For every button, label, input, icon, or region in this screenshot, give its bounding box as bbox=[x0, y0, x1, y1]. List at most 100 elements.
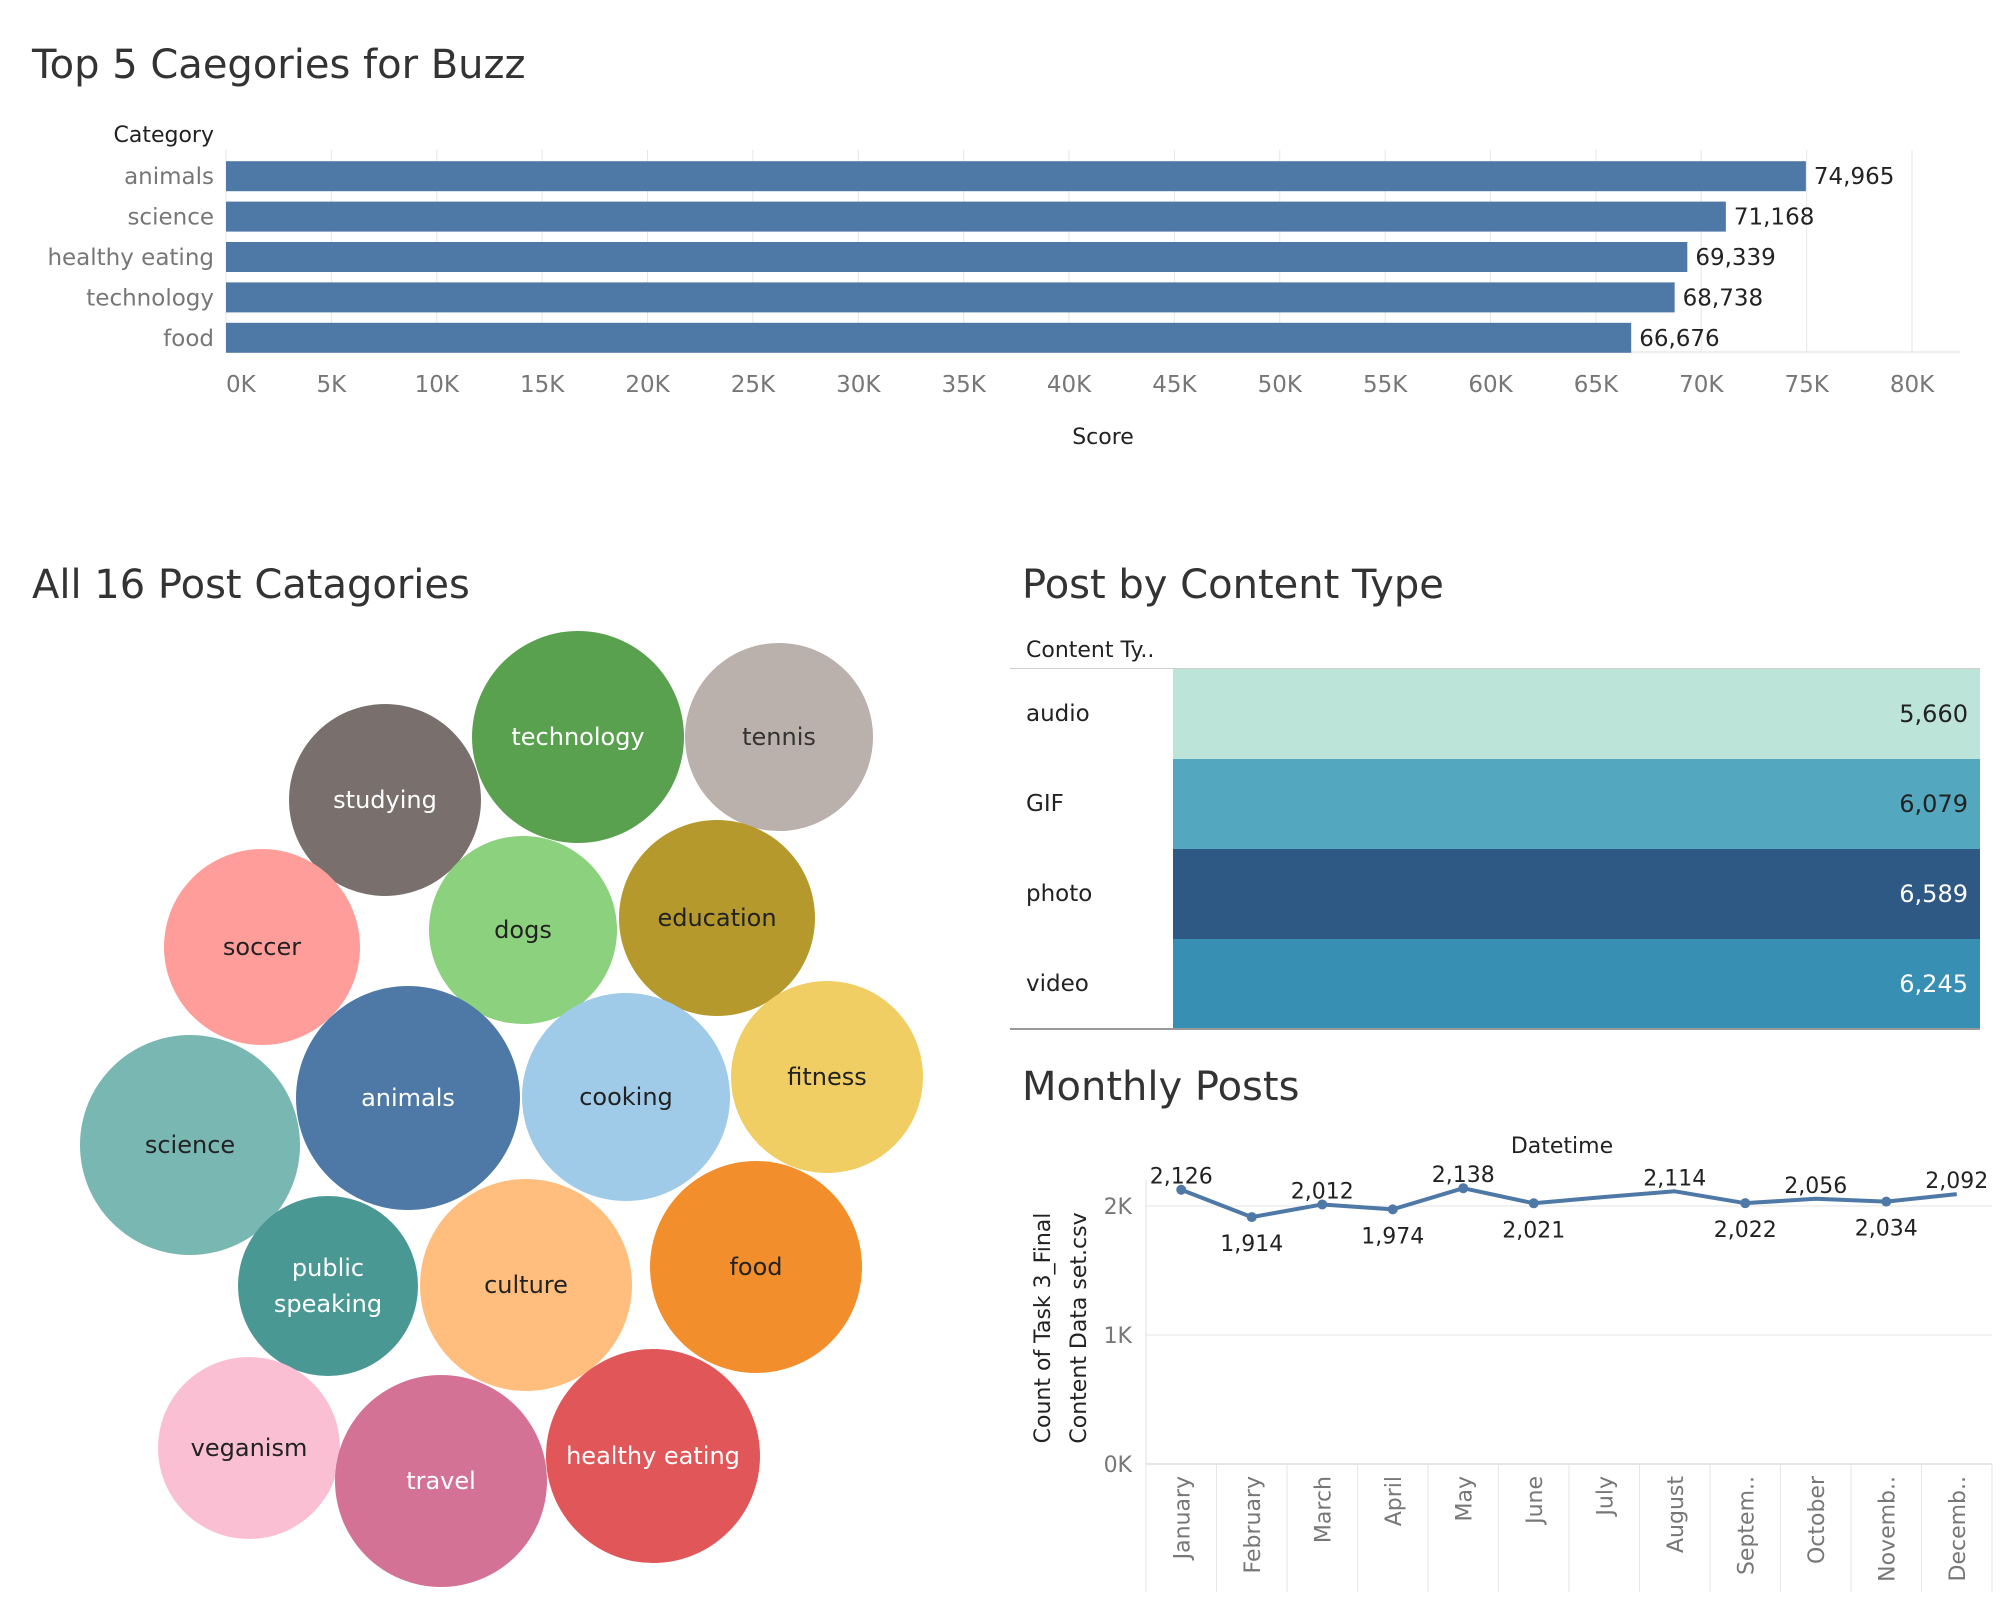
bubble bbox=[420, 1179, 632, 1391]
bubble bbox=[472, 631, 684, 843]
monthly-posts-title: Monthly Posts bbox=[1022, 1064, 1300, 1110]
bubble-label: cooking bbox=[579, 1083, 673, 1111]
content-type-cell: 6,245 bbox=[1173, 939, 1980, 1029]
table-row: GIF 6,079 bbox=[1010, 759, 1980, 849]
content-type-header: Content Ty.. bbox=[1026, 638, 1155, 663]
bar-value-label: 71,168 bbox=[1734, 205, 1814, 231]
x-tick-label: 75K bbox=[1784, 372, 1829, 398]
x-tick-label: 45K bbox=[1152, 372, 1197, 398]
x-tick-label: October bbox=[1805, 1475, 1830, 1564]
bubble bbox=[164, 849, 360, 1045]
table-bottom-rule bbox=[1010, 1028, 1980, 1030]
data-label: 1,974 bbox=[1361, 1224, 1424, 1249]
table-row: audio 5,660 bbox=[1010, 669, 1980, 759]
bubble bbox=[650, 1161, 862, 1373]
x-tick-label: 15K bbox=[520, 372, 565, 398]
bubble bbox=[685, 643, 873, 831]
bubble-label: public bbox=[292, 1254, 364, 1282]
bar bbox=[226, 282, 1675, 313]
x-tick-label: 70K bbox=[1679, 372, 1724, 398]
x-tick-label: June bbox=[1523, 1476, 1548, 1526]
category-label: food bbox=[163, 326, 214, 352]
bar bbox=[226, 242, 1688, 272]
bubble-label: tennis bbox=[742, 723, 816, 751]
x-axis-title: Score bbox=[1072, 425, 1134, 450]
table-row: video 6,245 bbox=[1010, 939, 1980, 1029]
bubble-label: studying bbox=[333, 786, 437, 814]
data-label: 2,092 bbox=[1925, 1169, 1988, 1194]
bubble-label: food bbox=[729, 1253, 782, 1281]
bubble bbox=[335, 1375, 547, 1587]
bubble bbox=[731, 981, 923, 1173]
table-top-rule bbox=[1010, 668, 1980, 669]
category-label: science bbox=[127, 205, 214, 231]
bubble-label: culture bbox=[484, 1271, 568, 1299]
bar-value-label: 68,738 bbox=[1683, 285, 1763, 311]
x-tick-label: 0K bbox=[226, 372, 257, 398]
x-tick-label: Septem.. bbox=[1734, 1476, 1759, 1575]
bubble-label: healthy eating bbox=[566, 1442, 740, 1470]
x-axis-title: Datetime bbox=[1511, 1134, 1613, 1159]
bubble-label: animals bbox=[361, 1084, 455, 1112]
x-tick-label: January bbox=[1170, 1476, 1195, 1561]
y-tick-label: 2K bbox=[1104, 1195, 1133, 1220]
data-point bbox=[1740, 1198, 1751, 1209]
content-type-label: audio bbox=[1026, 701, 1090, 727]
content-type-label: GIF bbox=[1026, 791, 1064, 817]
bubble bbox=[238, 1196, 418, 1376]
x-tick-label: April bbox=[1382, 1476, 1407, 1526]
bubble-label: technology bbox=[511, 723, 644, 751]
x-tick-label: 30K bbox=[836, 372, 881, 398]
bubble-label: soccer bbox=[223, 933, 301, 961]
bubble bbox=[546, 1349, 760, 1563]
bubble-label: travel bbox=[406, 1467, 476, 1495]
x-tick-label: 55K bbox=[1363, 372, 1408, 398]
data-label: 2,034 bbox=[1855, 1217, 1918, 1242]
category-label: healthy eating bbox=[47, 245, 214, 271]
x-tick-label: February bbox=[1241, 1476, 1266, 1574]
y-axis-title: Category bbox=[114, 123, 215, 148]
data-label: 2,022 bbox=[1714, 1218, 1777, 1243]
x-tick-label: 80K bbox=[1890, 372, 1935, 398]
x-tick-label: 40K bbox=[1047, 372, 1092, 398]
x-tick-label: 10K bbox=[415, 372, 460, 398]
category-label: animals bbox=[124, 164, 214, 190]
x-tick-label: 20K bbox=[625, 372, 670, 398]
x-tick-label: 35K bbox=[941, 372, 986, 398]
bar-value-label: 74,965 bbox=[1814, 164, 1894, 190]
bubble bbox=[289, 704, 481, 896]
content-type-value: 6,079 bbox=[1899, 790, 1968, 818]
content-type-cell: 6,079 bbox=[1173, 759, 1980, 849]
content-type-title: Post by Content Type bbox=[1022, 562, 1444, 608]
bar bbox=[226, 201, 1726, 232]
x-tick-label: 25K bbox=[731, 372, 776, 398]
bubble-label: veganism bbox=[191, 1434, 308, 1462]
bubble bbox=[619, 820, 815, 1016]
content-type-cell: 6,589 bbox=[1173, 849, 1980, 939]
bubble-chart-title: All 16 Post Catagories bbox=[32, 562, 470, 608]
bubble bbox=[429, 836, 617, 1024]
bubble bbox=[80, 1035, 300, 1255]
data-label: 2,021 bbox=[1502, 1218, 1565, 1243]
x-tick-label: 60K bbox=[1468, 372, 1513, 398]
category-label: technology bbox=[86, 285, 214, 311]
x-tick-label: Decemb.. bbox=[1946, 1476, 1971, 1582]
data-label: 2,056 bbox=[1784, 1174, 1847, 1199]
bubble bbox=[296, 986, 520, 1210]
content-type-value: 5,660 bbox=[1899, 700, 1968, 728]
x-tick-label: March bbox=[1311, 1476, 1336, 1543]
bubble-label: dogs bbox=[494, 916, 552, 944]
y-tick-label: 0K bbox=[1104, 1453, 1133, 1478]
data-point bbox=[1176, 1184, 1187, 1195]
y-axis-title: Count of Task 3_Final bbox=[1031, 1213, 1056, 1444]
bubble-chart: technology tennis studying soccer dogs educat… bbox=[80, 631, 923, 1587]
x-tick-label: 5K bbox=[317, 372, 348, 398]
top5-bar-chart: 0K 5K 10K 15K 20K 25K 30K 35K 40K 45K 50K 55K 60K 65K… bbox=[47, 123, 1960, 450]
series-line bbox=[1180, 1186, 1957, 1220]
bar bbox=[226, 322, 1632, 353]
data-label: 2,012 bbox=[1291, 1179, 1354, 1204]
bubble bbox=[158, 1357, 340, 1539]
bubble-label: education bbox=[657, 904, 776, 932]
data-point bbox=[1528, 1198, 1539, 1209]
data-point bbox=[1387, 1204, 1398, 1215]
